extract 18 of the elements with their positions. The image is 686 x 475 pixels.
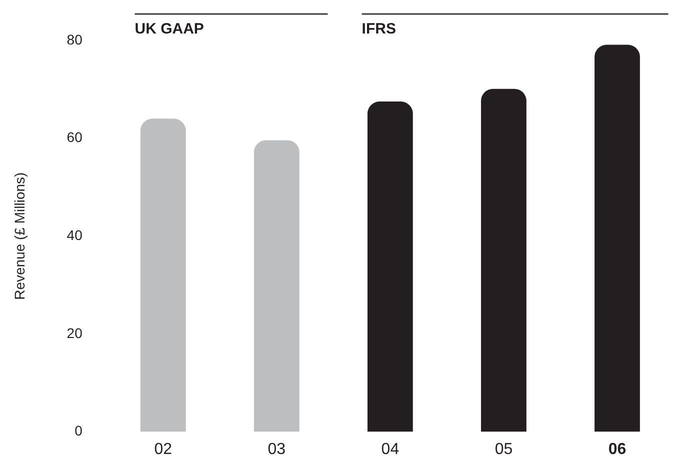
x-tick-label: 05 [494, 440, 513, 458]
y-tick-label: 0 [74, 422, 83, 439]
y-tick-label: 80 [66, 31, 83, 48]
y-tick-label: 20 [66, 324, 83, 341]
y-tick-label: 60 [66, 129, 83, 146]
y-tick-label: 40 [66, 226, 83, 243]
text: UK GAAP [134, 20, 204, 38]
bar [594, 44, 640, 432]
bar [140, 118, 186, 432]
bar [254, 140, 300, 432]
text: IFRS [362, 20, 396, 38]
x-tick-label: 06 [608, 440, 626, 458]
bar [367, 102, 413, 432]
y-axis-title: Revenue (£ Millions) [11, 172, 28, 300]
x-tick-label: 04 [381, 440, 400, 458]
x-tick-label: 02 [154, 440, 172, 458]
x-tick-label: 03 [268, 440, 286, 458]
bar [481, 88, 526, 432]
